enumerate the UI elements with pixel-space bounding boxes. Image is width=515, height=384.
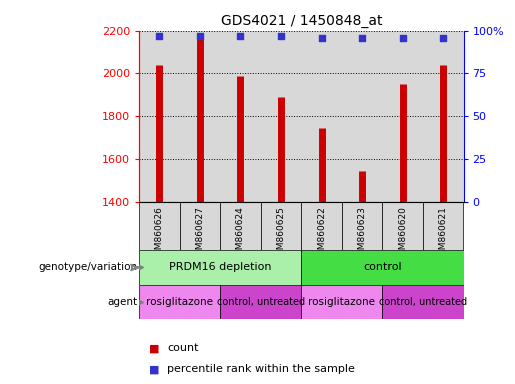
Point [196,33,204,39]
Bar [139,250,301,285]
Bar [382,285,464,319]
Bar [301,202,342,250]
Text: count: count [167,343,199,353]
Bar [180,202,220,250]
Point [439,35,448,41]
Point [277,33,285,39]
Bar [382,202,423,250]
Text: ■: ■ [149,364,160,374]
Bar [301,250,464,285]
Text: genotype/variation: genotype/variation [38,263,137,273]
Bar [423,202,464,250]
Bar [261,202,301,250]
Text: GSM860623: GSM860623 [357,207,367,262]
Text: rosiglitazone: rosiglitazone [146,296,213,307]
Text: control: control [363,263,402,273]
Bar [139,285,220,319]
Title: GDS4021 / 1450848_at: GDS4021 / 1450848_at [220,14,382,28]
Point [317,35,325,41]
Text: rosiglitazone: rosiglitazone [308,296,375,307]
Text: control, untreated: control, untreated [379,296,467,307]
Point [155,33,163,39]
Bar [342,202,382,250]
Text: GSM860627: GSM860627 [195,207,204,262]
Text: GSM860620: GSM860620 [398,207,407,262]
Text: GSM860621: GSM860621 [439,207,448,262]
Bar [139,202,180,250]
Point [399,35,407,41]
Text: GSM860625: GSM860625 [277,207,285,262]
Point [236,33,245,39]
Text: GSM860622: GSM860622 [317,207,326,261]
Bar [220,202,261,250]
Text: ■: ■ [149,343,160,353]
Text: GSM860624: GSM860624 [236,207,245,261]
Text: PRDM16 depletion: PRDM16 depletion [169,263,271,273]
Text: GSM860626: GSM860626 [155,207,164,262]
Bar [220,285,301,319]
Text: percentile rank within the sample: percentile rank within the sample [167,364,355,374]
Text: control, untreated: control, untreated [217,296,305,307]
Bar [301,285,382,319]
Point [358,35,366,41]
Text: agent: agent [107,296,137,307]
